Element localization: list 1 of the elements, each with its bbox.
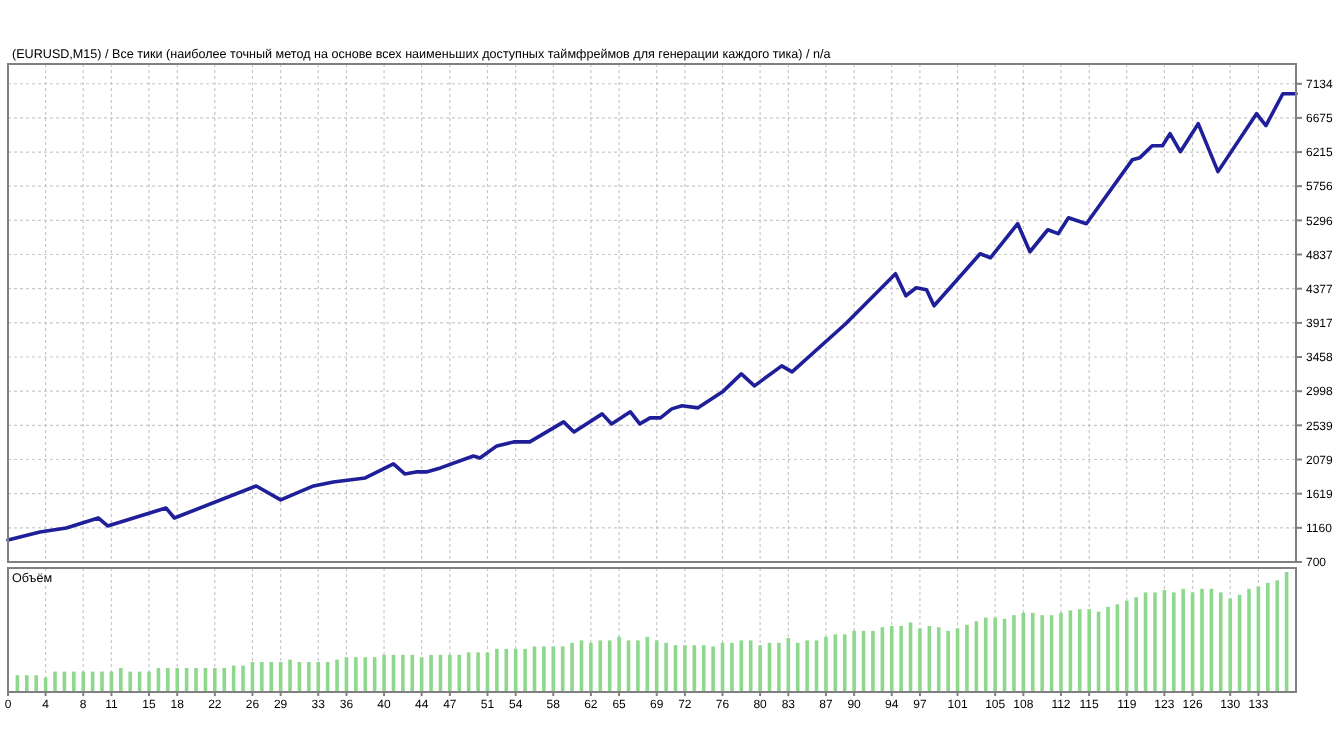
line-series xyxy=(6,91,1298,542)
